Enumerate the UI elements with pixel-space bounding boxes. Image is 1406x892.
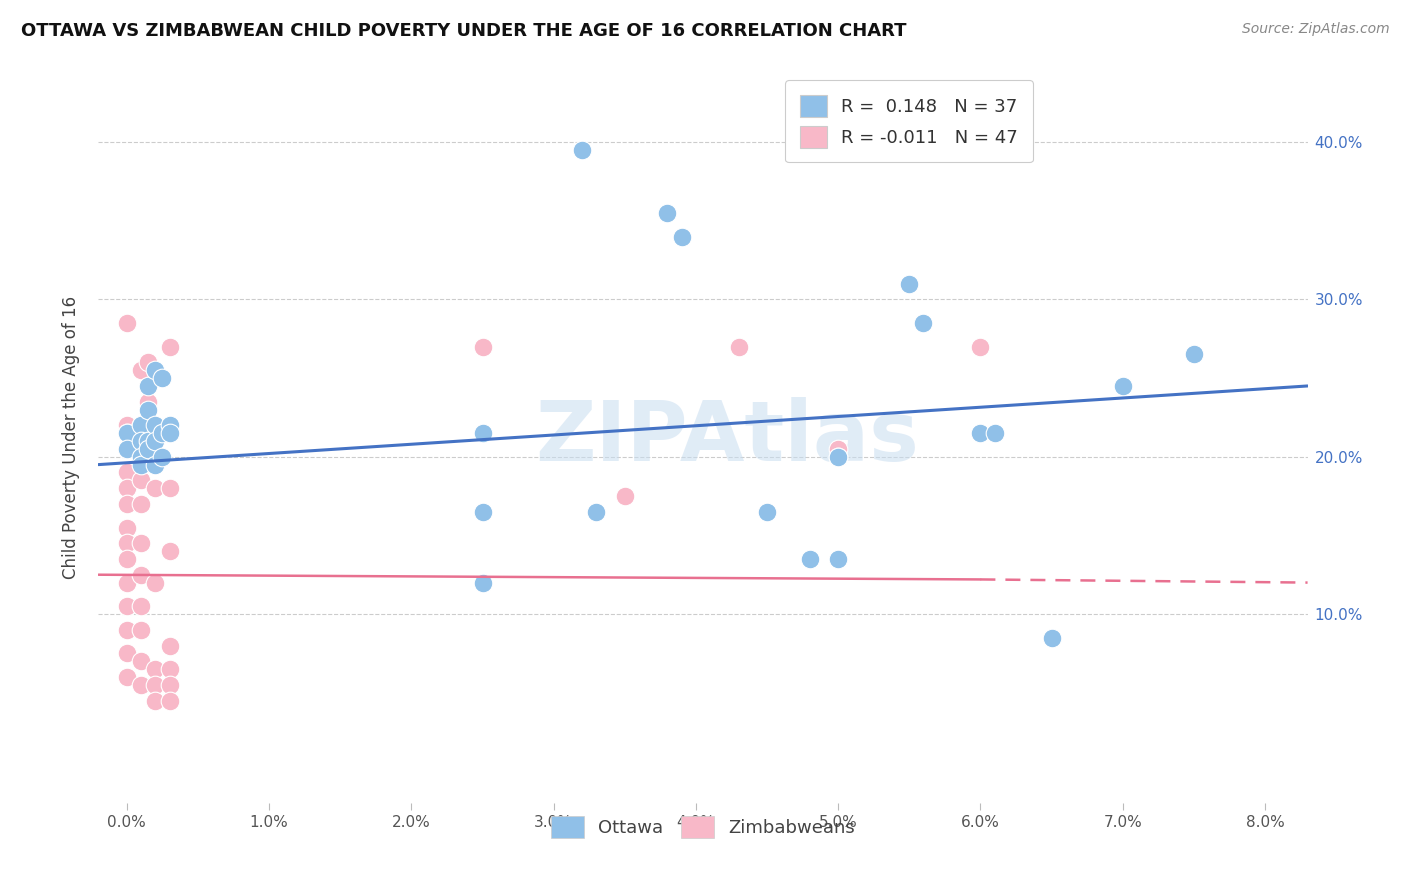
Point (143, 363, 166, 377)
Point (129, 458, 152, 472)
Point (115, 481, 138, 495)
Point (115, 536, 138, 550)
Point (1182, 347, 1205, 361)
Point (143, 693, 166, 707)
Point (727, 340, 749, 354)
Point (152, 450, 174, 464)
Point (115, 426, 138, 441)
Point (136, 379, 159, 393)
Point (671, 229, 693, 244)
Point (159, 426, 181, 441)
Point (143, 458, 166, 472)
Point (571, 143, 593, 157)
Point (136, 442, 159, 456)
Point (115, 520, 138, 534)
Point (115, 623, 138, 637)
Point (912, 316, 935, 330)
Point (471, 340, 494, 354)
Point (129, 497, 152, 511)
Point (115, 552, 138, 566)
Point (115, 442, 138, 456)
Point (136, 426, 159, 441)
Point (152, 371, 174, 385)
Y-axis label: Child Poverty Under the Age of 16: Child Poverty Under the Age of 16 (62, 295, 80, 579)
Point (471, 575, 494, 590)
Point (898, 277, 921, 291)
Point (115, 418, 138, 433)
Point (827, 442, 849, 456)
Point (159, 693, 181, 707)
Point (115, 466, 138, 480)
Point (143, 575, 166, 590)
Point (969, 426, 991, 441)
Point (613, 489, 636, 503)
Point (129, 536, 152, 550)
Point (129, 434, 152, 448)
Point (143, 678, 166, 692)
Point (159, 340, 181, 354)
Point (129, 418, 152, 433)
Point (159, 639, 181, 653)
Point (129, 434, 152, 448)
Point (585, 505, 607, 519)
Point (129, 678, 152, 692)
Point (115, 442, 138, 456)
Point (115, 599, 138, 614)
Point (129, 654, 152, 668)
Point (115, 575, 138, 590)
Point (115, 670, 138, 684)
Point (136, 394, 159, 409)
Point (159, 418, 181, 433)
Point (159, 544, 181, 558)
Legend: Ottawa, Zimbabweans: Ottawa, Zimbabweans (544, 808, 862, 845)
Point (969, 340, 991, 354)
Point (827, 450, 849, 464)
Point (159, 678, 181, 692)
Point (129, 363, 152, 377)
Point (657, 206, 679, 220)
Point (1111, 379, 1133, 393)
Point (827, 552, 849, 566)
Point (983, 426, 1005, 441)
Point (115, 316, 138, 330)
Text: ZIPAtlas: ZIPAtlas (536, 397, 920, 477)
Point (115, 646, 138, 660)
Point (129, 599, 152, 614)
Point (471, 505, 494, 519)
Point (129, 623, 152, 637)
Point (115, 426, 138, 441)
Point (152, 426, 174, 441)
Text: OTTAWA VS ZIMBABWEAN CHILD POVERTY UNDER THE AGE OF 16 CORRELATION CHART: OTTAWA VS ZIMBABWEAN CHILD POVERTY UNDER… (21, 22, 907, 40)
Text: Source: ZipAtlas.com: Source: ZipAtlas.com (1241, 22, 1389, 37)
Point (136, 355, 159, 369)
Point (159, 662, 181, 676)
Point (1040, 631, 1063, 645)
Point (159, 481, 181, 495)
Point (143, 418, 166, 433)
Point (115, 497, 138, 511)
Point (129, 450, 152, 464)
Point (799, 552, 821, 566)
Point (136, 402, 159, 417)
Point (143, 662, 166, 676)
Point (143, 434, 166, 448)
Point (129, 418, 152, 433)
Point (471, 426, 494, 441)
Point (129, 473, 152, 487)
Point (129, 567, 152, 582)
Point (827, 450, 849, 464)
Point (136, 434, 159, 448)
Point (756, 505, 779, 519)
Point (143, 481, 166, 495)
